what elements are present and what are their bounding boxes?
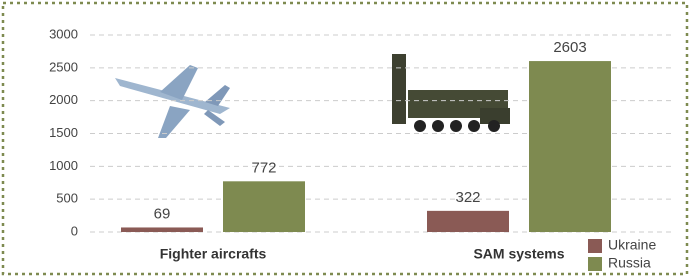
x-category-label: Fighter aircrafts <box>160 246 267 262</box>
bar <box>427 211 509 232</box>
y-tick-label: 0 <box>71 223 78 238</box>
y-tick-label: 2000 <box>49 92 78 107</box>
x-category-label: SAM systems <box>473 246 564 262</box>
y-tick-label: 3000 <box>49 26 78 41</box>
y-tick-label: 1000 <box>49 158 78 173</box>
value-label: 2603 <box>553 39 586 56</box>
y-tick-label: 2500 <box>49 59 78 74</box>
sam-launcher-icon <box>392 54 510 132</box>
fighter-jet-icon <box>115 65 230 138</box>
legend-swatch <box>588 257 602 271</box>
value-label: 69 <box>154 205 171 222</box>
value-label: 772 <box>251 159 276 176</box>
legend-swatch <box>588 239 602 253</box>
bar <box>223 181 305 232</box>
legend-label: Ukraine <box>608 237 656 253</box>
y-tick-label: 500 <box>56 191 78 206</box>
y-tick-label: 1500 <box>49 125 78 140</box>
value-label: 322 <box>455 189 480 206</box>
legend-label: Russia <box>608 255 651 271</box>
chart: 0 500 1000 1500 2000 2500 3000 Fighter aircraft… <box>0 0 691 278</box>
bar <box>121 227 203 232</box>
bar <box>529 61 611 232</box>
